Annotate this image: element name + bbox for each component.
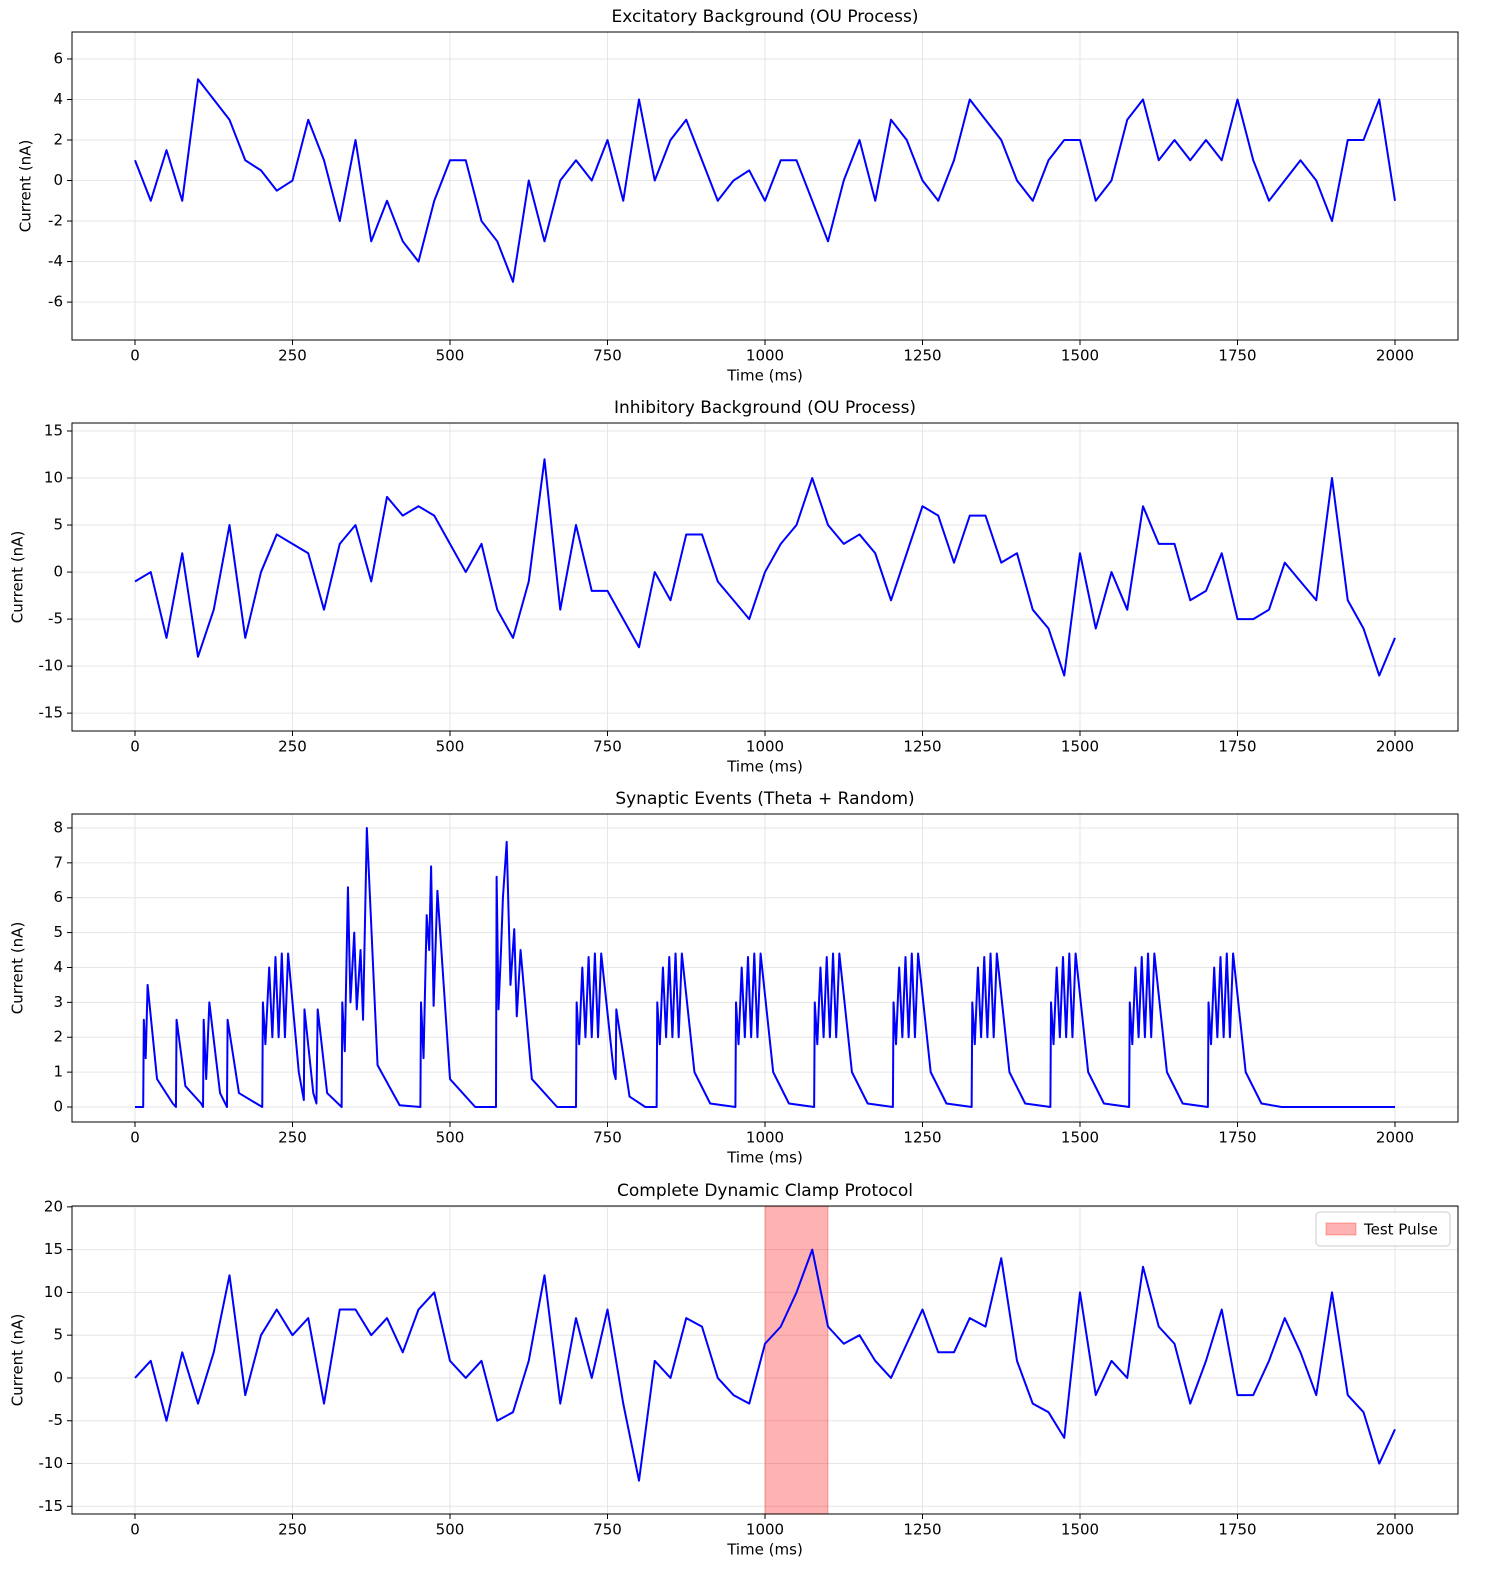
y-tick-label: 15 xyxy=(44,421,63,439)
y-tick-label: 20 xyxy=(44,1197,63,1215)
y-tick-label: 15 xyxy=(44,1240,63,1258)
x-tick-label: 1250 xyxy=(903,1129,941,1147)
x-tick-label: 1000 xyxy=(746,1521,784,1539)
span xyxy=(764,1205,829,1515)
y-tick-label: -6 xyxy=(48,293,63,311)
y-tick-label: 10 xyxy=(44,1283,63,1301)
x-tick-label: 750 xyxy=(593,1521,622,1539)
y-tick-label: 8 xyxy=(53,818,63,836)
y-tick-label: 10 xyxy=(44,469,63,487)
x-tick-label: 500 xyxy=(436,738,465,756)
x-tick-label: 500 xyxy=(436,347,465,365)
x-tick-label: 1750 xyxy=(1218,347,1256,365)
y-tick-label: 4 xyxy=(53,90,63,108)
y-tick-label: 6 xyxy=(53,888,63,906)
y-tick-label: 5 xyxy=(53,1326,63,1344)
y-tick-label: -10 xyxy=(39,657,64,675)
x-tick-label: 0 xyxy=(130,347,140,365)
y-tick-label: -10 xyxy=(39,1454,64,1472)
x-tick-label: 1500 xyxy=(1061,1129,1099,1147)
x-tick-label: 1000 xyxy=(746,347,784,365)
y-tick-label: 0 xyxy=(53,171,63,189)
axes-frame xyxy=(71,1205,1459,1515)
subplot: Complete Dynamic Clamp Protocol Time (ms)… xyxy=(9,1181,1459,1559)
axes-frame xyxy=(71,31,1459,341)
x-tick-label: 1500 xyxy=(1061,1521,1099,1539)
x-tick-label: 2000 xyxy=(1376,1521,1414,1539)
y-tick-label: 5 xyxy=(53,516,63,534)
legend-swatch xyxy=(1325,1222,1357,1236)
x-tick-label: 2000 xyxy=(1376,1129,1414,1147)
axes-frame xyxy=(71,422,1459,732)
y-axis-label: Current (nA) xyxy=(9,1314,27,1407)
y-tick-label: -15 xyxy=(39,704,64,722)
x-tick-label: 0 xyxy=(130,1129,140,1147)
subplot-title: Synaptic Events (Theta + Random) xyxy=(615,789,914,809)
x-tick-label: 1000 xyxy=(746,738,784,756)
legend-label: Test Pulse xyxy=(1363,1221,1438,1239)
x-axis-label: Time (ms) xyxy=(726,1149,803,1167)
subplot: Synaptic Events (Theta + Random) Time (ms… xyxy=(9,789,1459,1167)
y-tick-label: 5 xyxy=(53,923,63,941)
x-tick-label: 250 xyxy=(278,1129,307,1147)
x-tick-label: 1750 xyxy=(1218,738,1256,756)
x-tick-label: 0 xyxy=(130,738,140,756)
y-tick-label: -5 xyxy=(48,610,63,628)
x-tick-label: 2000 xyxy=(1376,347,1414,365)
legend-box xyxy=(1315,1211,1451,1247)
axes-frame xyxy=(71,813,1459,1123)
y-tick-label: 3 xyxy=(53,993,63,1011)
x-tick-label: 1750 xyxy=(1218,1521,1256,1539)
x-tick-label: 250 xyxy=(278,1521,307,1539)
y-tick-label: 0 xyxy=(53,1098,63,1116)
y-tick-label: 2 xyxy=(53,1028,63,1046)
y-tick-label: -2 xyxy=(48,212,63,230)
y-tick-label: -5 xyxy=(48,1411,63,1429)
x-tick-label: 1250 xyxy=(903,738,941,756)
x-tick-label: 750 xyxy=(593,738,622,756)
x-tick-label: 500 xyxy=(436,1129,465,1147)
x-tick-label: 1000 xyxy=(746,1129,784,1147)
y-tick-label: 6 xyxy=(53,49,63,67)
x-tick-label: 500 xyxy=(436,1521,465,1539)
data-line xyxy=(134,458,1396,677)
x-tick-label: 1500 xyxy=(1061,347,1099,365)
x-tick-label: 1750 xyxy=(1218,1129,1256,1147)
x-axis-label: Time (ms) xyxy=(726,367,803,385)
subplot-title: Complete Dynamic Clamp Protocol xyxy=(617,1181,913,1201)
y-axis-label: Current (nA) xyxy=(9,922,27,1015)
x-tick-label: 1250 xyxy=(903,1521,941,1539)
x-axis-label: Time (ms) xyxy=(726,758,803,776)
x-tick-label: 0 xyxy=(130,1521,140,1539)
x-tick-label: 1250 xyxy=(903,347,941,365)
data-line xyxy=(135,826,1395,1108)
y-tick-label: -4 xyxy=(48,252,63,270)
x-tick-label: 250 xyxy=(278,347,307,365)
x-tick-label: 750 xyxy=(593,347,622,365)
y-tick-label: 7 xyxy=(53,853,63,871)
y-tick-label: 4 xyxy=(53,958,63,976)
y-tick-label: -15 xyxy=(39,1497,64,1515)
y-tick-label: 0 xyxy=(53,1368,63,1386)
x-tick-label: 750 xyxy=(593,1129,622,1147)
data-line xyxy=(134,78,1396,283)
subplot-title: Excitatory Background (OU Process) xyxy=(612,7,919,27)
subplot: Excitatory Background (OU Process) Time (… xyxy=(17,7,1459,385)
y-axis-label: Current (nA) xyxy=(17,140,35,233)
x-tick-label: 2000 xyxy=(1376,738,1414,756)
y-tick-label: 2 xyxy=(53,131,63,149)
x-tick-label: 1500 xyxy=(1061,738,1099,756)
data-line xyxy=(134,1248,1396,1482)
y-tick-label: 1 xyxy=(53,1063,63,1081)
subplot: Inhibitory Background (OU Process) Time (… xyxy=(9,398,1459,776)
x-axis-label: Time (ms) xyxy=(726,1541,803,1559)
x-tick-label: 250 xyxy=(278,738,307,756)
subplot-title: Inhibitory Background (OU Process) xyxy=(614,398,916,418)
y-axis-label: Current (nA) xyxy=(9,531,27,624)
y-tick-label: 0 xyxy=(53,563,63,581)
